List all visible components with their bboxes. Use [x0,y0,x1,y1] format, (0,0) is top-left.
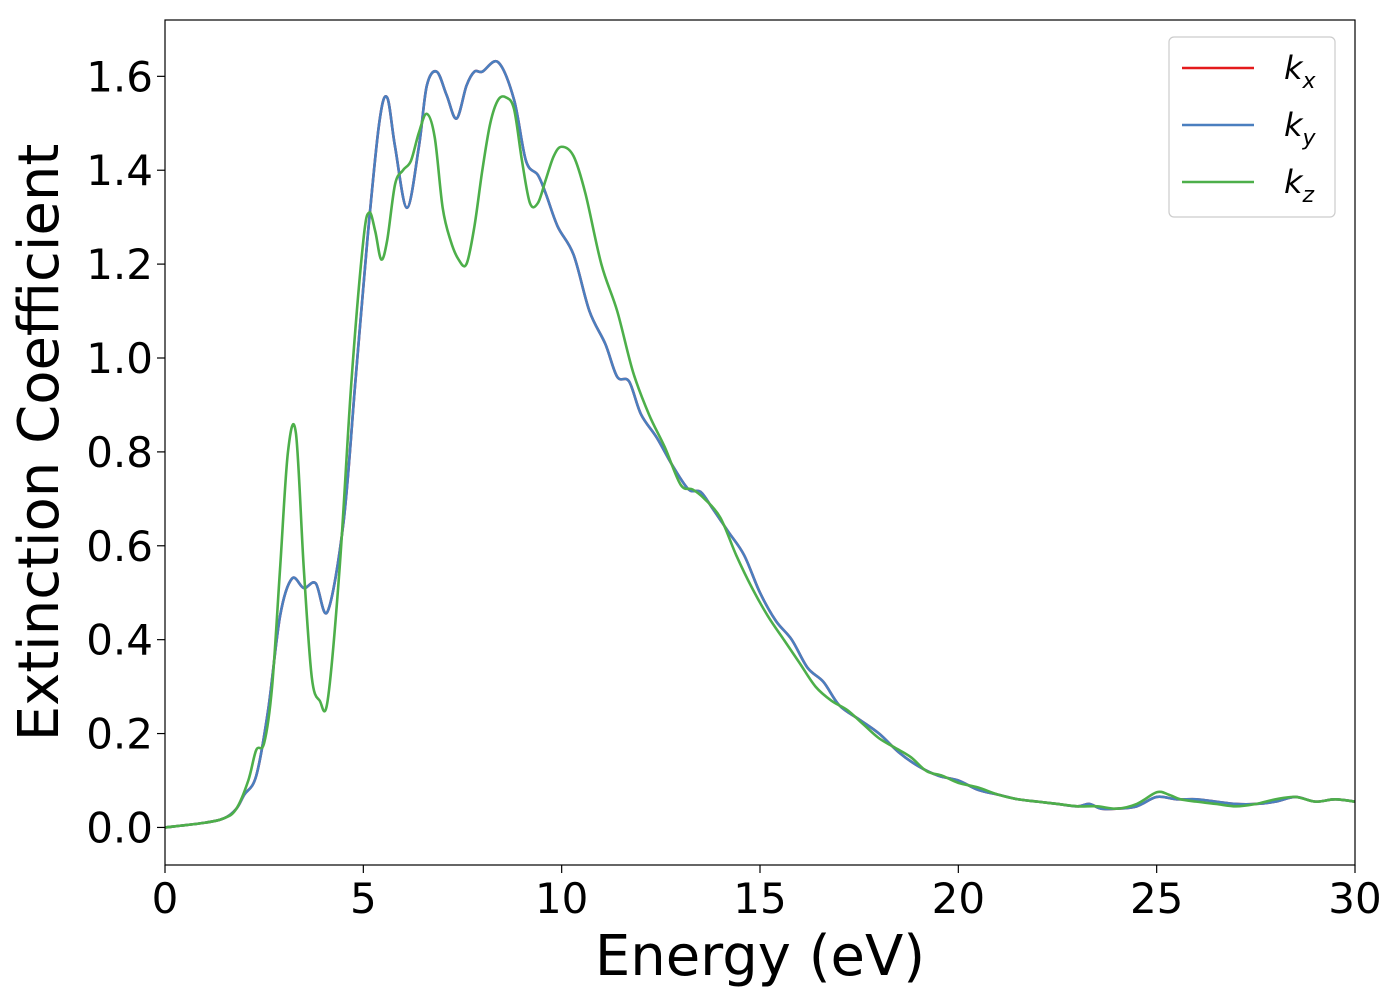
legend-label-y: ky [1284,106,1317,151]
y-tick-label: 0.2 [86,710,153,759]
legend-label-main: k [1284,163,1304,201]
y-tick-label: 0.4 [86,616,153,665]
x-axis-title: Energy (eV) [595,924,925,989]
series-line-k-z [165,95,1355,829]
legend-label-main: k [1284,49,1304,87]
series-layer [165,59,1355,829]
y-tick-label: 0.8 [86,428,153,477]
x-tick-label: 0 [152,874,179,923]
y-tick-label: 1.2 [86,240,153,289]
legend-label-x: kx [1284,49,1317,94]
x-tick-label: 20 [932,874,985,923]
y-axis-title: Extinction Coefficient [7,144,72,742]
x-tick-label: 25 [1130,874,1183,923]
legend-label-subscript: x [1302,69,1317,94]
legend-label-subscript: z [1302,183,1315,208]
y-tick-label: 0.6 [86,522,153,571]
x-tick-label: 5 [350,874,377,923]
x-tick-label: 15 [733,874,786,923]
legend-label-z: kz [1284,163,1315,208]
legend-label-subscript: y [1302,126,1317,151]
x-tick-label: 10 [535,874,588,923]
y-tick-label: 1.6 [86,52,153,101]
y-tick-label: 1.0 [86,334,153,383]
y-tick-label: 1.4 [86,146,153,195]
legend-box [1168,36,1336,218]
ticks-layer: 0 5 10 15 20 25 30 0.0 0.2 0.4 0.6 0.8 1.0 1.2 1.4 1.6 [86,52,1382,923]
legend-label-main: k [1284,106,1304,144]
x-tick-label: 30 [1328,874,1381,923]
y-tick-label: 0.0 [86,803,153,852]
